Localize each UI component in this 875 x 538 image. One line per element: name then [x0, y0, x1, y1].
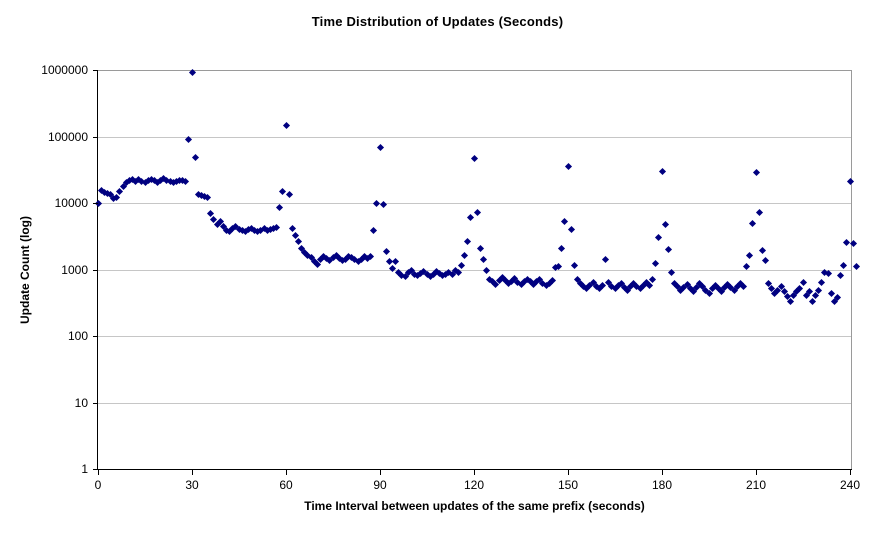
chart-title: Time Distribution of Updates (Seconds) [311, 14, 564, 29]
data-point-marker [567, 225, 576, 234]
data-point-marker [376, 143, 385, 152]
x-tick-label: 240 [839, 478, 861, 492]
x-tick-mark [756, 470, 757, 475]
data-point-marker [466, 213, 475, 222]
y-tick-mark [93, 403, 98, 404]
y-tick-label: 10 [74, 396, 88, 410]
x-axis-line [97, 469, 852, 470]
x-tick-mark [662, 470, 663, 475]
x-tick-label: 90 [373, 478, 387, 492]
x-tick-mark [286, 470, 287, 475]
x-tick-label: 60 [279, 478, 293, 492]
h-gridline [98, 270, 851, 271]
data-point-marker [758, 246, 767, 255]
h-gridline [98, 203, 851, 204]
data-point-marker [852, 262, 861, 271]
y-tick-mark [93, 336, 98, 337]
data-point-marker [752, 168, 761, 177]
x-tick-mark [192, 470, 193, 475]
data-point-marker [188, 68, 197, 77]
data-point-marker [191, 153, 200, 162]
y-tick-label: 100 [67, 329, 88, 343]
plot-top-border [98, 70, 852, 71]
data-point-marker [739, 282, 748, 291]
y-tick-mark [93, 70, 98, 71]
data-point-marker [285, 190, 294, 199]
data-point-marker [839, 261, 848, 270]
data-point-marker [470, 154, 479, 163]
data-point-marker [761, 256, 770, 265]
data-point-marker [482, 266, 491, 275]
data-point-marker [846, 177, 855, 186]
plot-area [94, 68, 861, 469]
plot-right-border [851, 70, 852, 470]
data-point-marker [755, 208, 764, 217]
data-point-marker [836, 271, 845, 280]
data-point-marker [560, 217, 569, 226]
data-point-marker [651, 259, 660, 268]
data-point-marker [275, 203, 284, 212]
data-point-marker [824, 269, 833, 278]
h-gridline [98, 403, 851, 404]
y-tick-label: 1000000 [41, 63, 88, 77]
data-point-marker [369, 226, 378, 235]
x-tick-mark [98, 470, 99, 475]
y-tick-label: 1 [81, 462, 88, 476]
data-point-marker [463, 237, 472, 246]
data-point-marker [661, 220, 670, 229]
y-tick-label: 1000 [61, 263, 88, 277]
x-tick-label: 30 [185, 478, 199, 492]
data-point-marker [658, 167, 667, 176]
x-tick-label: 180 [651, 478, 673, 492]
x-tick-label: 0 [94, 478, 102, 492]
data-point-marker [570, 261, 579, 270]
y-tick-mark [93, 270, 98, 271]
data-point-marker [460, 251, 469, 260]
data-point-marker [391, 257, 400, 266]
y-tick-mark [93, 469, 98, 470]
data-point-marker [203, 193, 212, 202]
h-gridline [98, 137, 851, 138]
x-tick-label: 150 [557, 478, 579, 492]
x-tick-mark [850, 470, 851, 475]
data-point-marker [557, 244, 566, 253]
y-tick-mark [93, 203, 98, 204]
data-point-marker [745, 251, 754, 260]
data-point-marker [742, 262, 751, 271]
data-point-marker [473, 208, 482, 217]
data-point-marker [479, 255, 488, 264]
data-point-marker [748, 219, 757, 228]
y-tick-label: 100000 [47, 130, 88, 144]
y-tick-label: 10000 [54, 196, 88, 210]
data-point-marker [799, 278, 808, 287]
x-tick-label: 120 [463, 478, 485, 492]
x-axis-title: Time Interval between updates of the sam… [304, 499, 645, 513]
data-point-marker [457, 261, 466, 270]
h-gridline [98, 336, 851, 337]
x-tick-label: 210 [745, 478, 767, 492]
data-point-marker [476, 244, 485, 253]
x-tick-mark [474, 470, 475, 475]
data-point-marker [654, 233, 663, 242]
data-point-marker [664, 245, 673, 254]
data-point-marker [564, 162, 573, 171]
x-tick-mark [380, 470, 381, 475]
data-point-marker [282, 121, 291, 130]
data-point-marker [181, 177, 190, 186]
x-tick-mark [568, 470, 569, 475]
y-tick-mark [93, 137, 98, 138]
data-point-marker [382, 247, 391, 256]
data-point-marker [817, 278, 826, 287]
data-point-marker [601, 255, 610, 264]
